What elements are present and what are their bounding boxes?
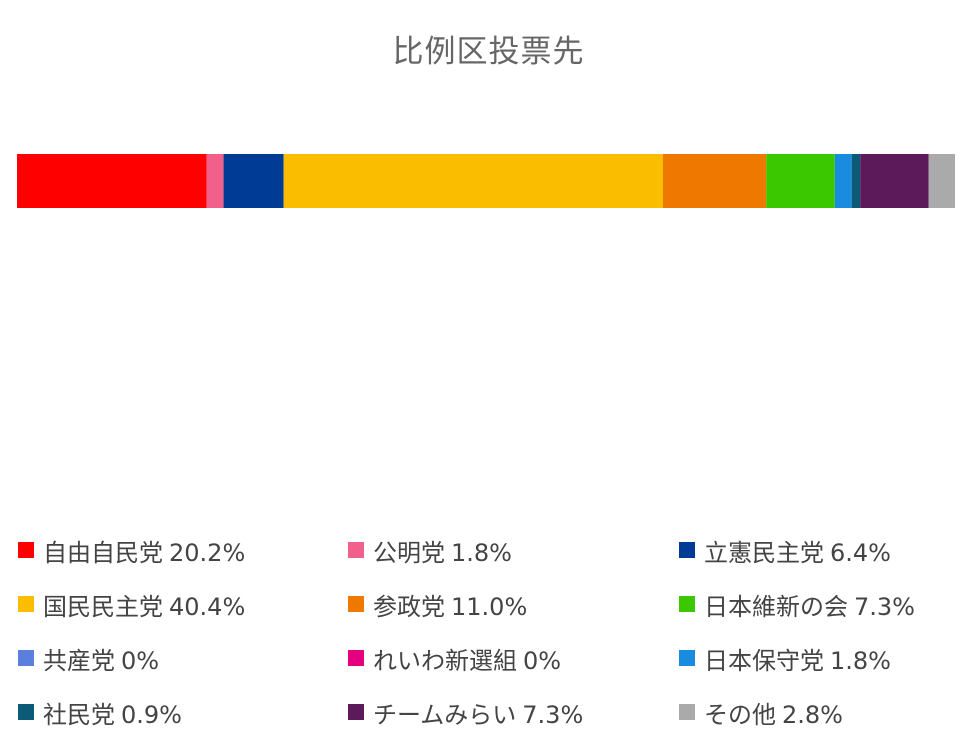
legend-value: 40.4% [169,592,246,621]
legend-swatch [348,650,364,666]
legend-item-kokumin: 国民民主党 40.4% [18,582,348,626]
legend-swatch [348,596,364,612]
legend-item-jimin: 自由自民党 20.2% [18,528,348,572]
legend-label: 国民民主党 [43,592,163,621]
legend-label: 社民党 [43,700,115,729]
legend-label: 共産党 [43,646,115,675]
bar-segment-5 [766,154,835,208]
legend-value: 7.3% [854,592,915,621]
legend-label: れいわ新選組 [373,646,517,675]
bar-segment-2 [223,154,284,208]
bar-segment-10 [860,154,929,208]
bar-segment-1 [206,154,224,208]
legend-item-other: その他 2.8% [679,690,973,734]
legend-label: 日本保守党 [704,646,824,675]
legend-value: 0% [523,646,562,675]
legend-swatch [18,542,34,558]
legend-label: 日本維新の会 [704,592,848,621]
legend-item-hoshu: 日本保守党 1.8% [679,636,973,680]
legend-swatch [18,596,34,612]
legend-swatch [348,704,364,720]
legend-swatch [679,650,695,666]
legend-value: 0% [121,646,160,675]
bar-segment-8 [834,154,852,208]
legend-value: 6.4% [830,538,891,567]
legend-item-rikken: 立憲民主党 6.4% [679,528,973,572]
legend-item-ishin: 日本維新の会 7.3% [679,582,973,626]
legend-item-komei: 公明党 1.8% [348,528,679,572]
legend-value: 1.8% [830,646,891,675]
bar-segment-9 [851,154,861,208]
legend-item-sansei: 参政党 11.0% [348,582,679,626]
legend-value: 11.0% [451,592,528,621]
legend-swatch [679,596,695,612]
legend-label: 自由自民党 [43,538,163,567]
legend-swatch [18,704,34,720]
legend-swatch [18,650,34,666]
legend-value: 20.2% [169,538,246,567]
legend-value: 2.8% [782,700,843,729]
chart-title: 比例区投票先 [392,34,585,70]
legend-swatch [679,542,695,558]
legend-value: 1.8% [451,538,512,567]
bar-segment-0 [17,154,207,208]
legend-label: 参政党 [373,592,445,621]
legend-value: 7.3% [522,700,584,729]
bar-segment-11 [928,154,955,208]
legend-value: 0.9% [121,700,182,729]
legend-label: 公明党 [373,538,445,567]
bar-segment-4 [662,154,767,208]
legend-item-mirai: チームみらい 7.3% [348,690,679,734]
bar-segment-3 [283,154,663,208]
legend-label: 立憲民主党 [704,538,824,567]
legend-swatch [679,704,695,720]
legend-label: チームみらい [373,700,517,729]
legend-item-reiwa: れいわ新選組 0% [348,636,679,680]
legend-item-kyosan: 共産党 0% [18,636,348,680]
legend-label: その他 [704,700,776,729]
legend-swatch [348,542,364,558]
legend-item-shamin: 社民党 0.9% [18,690,348,734]
legend: 自由自民党 20.2% 公明党 1.8% 立憲民主党 6.4% 国民民主党 40.4% … [18,528,973,744]
